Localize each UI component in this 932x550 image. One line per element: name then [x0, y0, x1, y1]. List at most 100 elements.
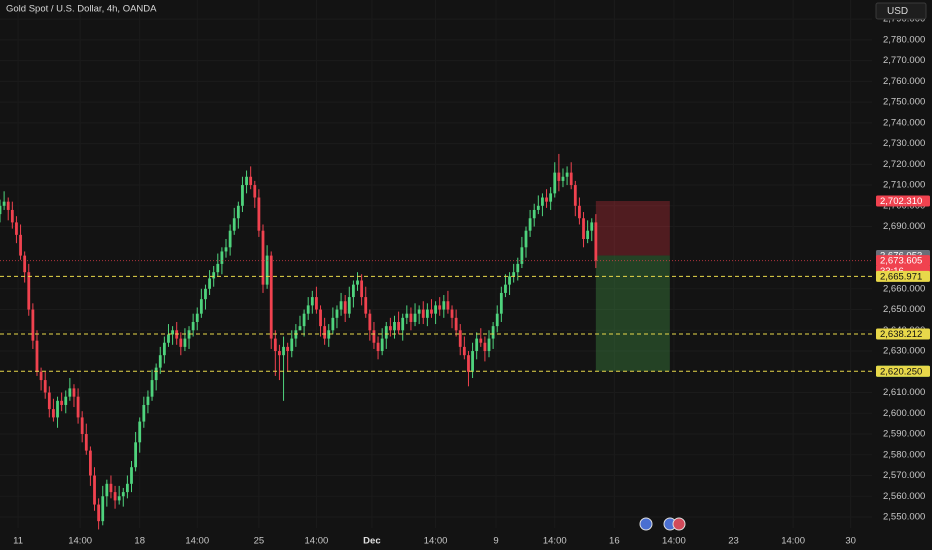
candle-body	[483, 342, 487, 352]
candle-body	[561, 176, 565, 181]
candle-body	[508, 276, 511, 285]
candle-body	[499, 292, 503, 314]
price-tag-label: 2,665.971	[880, 271, 922, 282]
candle-body	[56, 400, 59, 418]
price-tag-label: 2,673.605	[880, 256, 922, 267]
candle-body	[19, 234, 22, 256]
candle-body	[545, 197, 548, 202]
y-tick-label: 2,650.000	[883, 304, 925, 315]
candle-body	[475, 338, 479, 352]
candle-body	[388, 326, 392, 331]
event-icon[interactable]	[639, 517, 653, 531]
candle-body	[138, 421, 142, 443]
candle-body	[380, 338, 384, 352]
candle-body	[409, 313, 413, 322]
x-tick-label: 14:00	[543, 536, 567, 547]
candle-body	[512, 272, 516, 277]
currency-label[interactable]: USD	[887, 6, 908, 17]
target-zone	[595, 255, 670, 372]
candle-body	[72, 388, 76, 397]
candle-body	[0, 205, 2, 215]
x-tick-label: 23	[728, 536, 739, 547]
candle-body	[578, 205, 581, 219]
candle-body	[241, 185, 244, 206]
candle-body	[249, 176, 253, 186]
candle-body	[146, 396, 150, 405]
candle-body	[97, 504, 101, 522]
candle-body	[557, 172, 561, 181]
candle-body	[232, 218, 236, 231]
candle-body	[405, 313, 409, 318]
candle-body	[265, 255, 269, 285]
candle-body	[430, 309, 433, 314]
event-icon[interactable]	[672, 517, 686, 531]
candle-body	[35, 340, 39, 372]
candle-body	[479, 338, 483, 343]
candle-body	[105, 483, 109, 497]
y-tick-label: 2,740.000	[883, 117, 925, 128]
price-tag	[876, 195, 930, 207]
candle-body	[582, 218, 585, 240]
candle-body	[76, 396, 80, 418]
candle-body	[278, 351, 281, 356]
y-tick-label: 2,610.000	[883, 387, 925, 398]
candle-body	[401, 317, 405, 331]
x-tick-label: 16	[609, 536, 620, 547]
y-tick-label: 2,560.000	[883, 491, 925, 502]
candle-body	[372, 330, 376, 343]
candle-body	[93, 475, 96, 505]
candle-layer	[0, 153, 598, 530]
x-tick-label: Dec	[363, 536, 380, 547]
currency-button[interactable]	[875, 2, 927, 20]
candle-body	[491, 326, 495, 339]
candle-body	[421, 309, 425, 318]
candle-body	[31, 309, 35, 341]
candle-body	[167, 334, 170, 343]
x-tick-label: 11	[13, 536, 23, 547]
candle-body	[228, 230, 232, 248]
price-tag	[876, 365, 930, 377]
candle-body	[6, 201, 10, 210]
candle-body	[417, 309, 421, 314]
candle-body	[224, 247, 228, 252]
candle-body	[569, 172, 573, 186]
candle-body	[195, 313, 199, 322]
candle-body	[212, 272, 216, 279]
y-tick-label: 2,720.000	[883, 159, 925, 170]
candle-body	[199, 299, 203, 314]
candle-body	[541, 197, 544, 206]
candle-body	[425, 309, 429, 318]
y-tick-label: 2,750.000	[883, 97, 925, 108]
candle-body	[286, 346, 290, 352]
candle-body	[356, 280, 359, 285]
x-tick-label: 14:00	[68, 536, 92, 547]
candle-body	[162, 342, 166, 356]
candle-body	[343, 301, 347, 314]
y-tick-label: 2,570.000	[883, 470, 925, 481]
y-tick-label: 2,600.000	[883, 408, 925, 419]
candle-body	[261, 230, 265, 285]
price-tag-label: 2,620.250	[880, 366, 922, 377]
price-tag	[876, 255, 930, 267]
candle-body	[532, 209, 536, 219]
x-tick-label: 18	[134, 536, 145, 547]
x-tick-label: 14:00	[781, 536, 805, 547]
x-tick-label: 25	[254, 536, 265, 547]
candle-body	[2, 201, 6, 206]
candle-body	[553, 172, 557, 194]
price-tag-label: 2,638.212	[880, 329, 922, 340]
candle-body	[150, 380, 154, 397]
candle-body	[142, 404, 146, 422]
candle-body	[360, 280, 364, 298]
candle-body	[39, 371, 43, 381]
candle-body	[434, 305, 437, 314]
candle-body	[306, 305, 310, 314]
candle-body	[23, 255, 27, 273]
y-tick-label: 2,550.000	[883, 512, 925, 523]
candle-body	[47, 392, 51, 410]
candle-body	[109, 483, 113, 493]
candle-body	[487, 338, 491, 352]
candle-body	[273, 338, 277, 352]
